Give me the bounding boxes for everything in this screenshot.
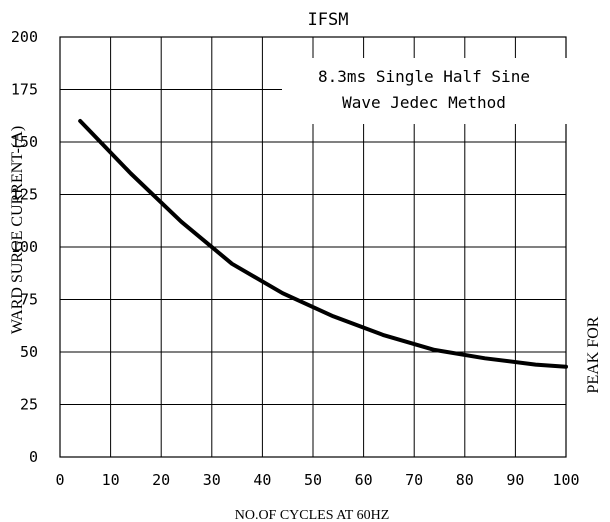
y-tick-label: 150: [11, 133, 38, 151]
x-tick-label: 20: [152, 471, 170, 489]
plot-frame: [59, 36, 567, 458]
x-tick-label: 100: [552, 471, 579, 489]
data-point: [230, 262, 234, 266]
data-point: [179, 220, 184, 224]
series-layer: [78, 119, 568, 369]
y-tick-label: 175: [11, 81, 38, 99]
data-point: [432, 348, 437, 352]
series-line: [78, 119, 568, 369]
x-tick-label: 0: [55, 471, 64, 489]
data-point: [281, 291, 285, 295]
data-point: [534, 363, 538, 367]
plot-border: [59, 36, 567, 458]
x-axis-label: NO.OF CYCLES AT 60HZ: [235, 508, 390, 522]
chart-title: IFSM: [308, 10, 349, 30]
x-tick-label: 50: [304, 471, 322, 489]
data-point: [331, 314, 335, 318]
annotation-line-1: 8.3ms Single Half Sine: [318, 67, 530, 86]
y-axis-label-right: PEAK FOR: [585, 316, 602, 393]
data-point: [382, 333, 386, 337]
y-tick-label: 25: [20, 396, 38, 414]
x-tick-label: 90: [506, 471, 524, 489]
y-axis-label-left: WARD SURGE CURRENT-(A): [9, 126, 26, 334]
y-tick-label: 100: [11, 238, 38, 256]
x-tick-label: 70: [405, 471, 423, 489]
annotation-box: [282, 58, 567, 124]
x-tick-label: 30: [203, 471, 221, 489]
y-tick-label: 0: [29, 448, 38, 466]
annotation-line-2: Wave Jedec Method: [342, 93, 506, 112]
x-tick-label: 60: [355, 471, 373, 489]
data-point: [564, 365, 568, 369]
y-tick-label: 50: [20, 343, 38, 361]
data-point: [78, 119, 82, 123]
x-tick-label: 80: [456, 471, 474, 489]
x-tick-label: 10: [102, 471, 120, 489]
y-tick-label: 75: [20, 291, 38, 309]
data-point: [483, 356, 487, 360]
x-tick-labels: 0 10 20 30 40 50 60 70 80 90 100: [55, 471, 579, 489]
y-tick-label: 200: [11, 28, 38, 46]
data-point: [129, 171, 133, 176]
x-tick-label: 40: [253, 471, 271, 489]
y-tick-labels: 0 25 50 75 100 125 150 175 200: [11, 28, 38, 466]
y-tick-label: 125: [11, 186, 38, 204]
